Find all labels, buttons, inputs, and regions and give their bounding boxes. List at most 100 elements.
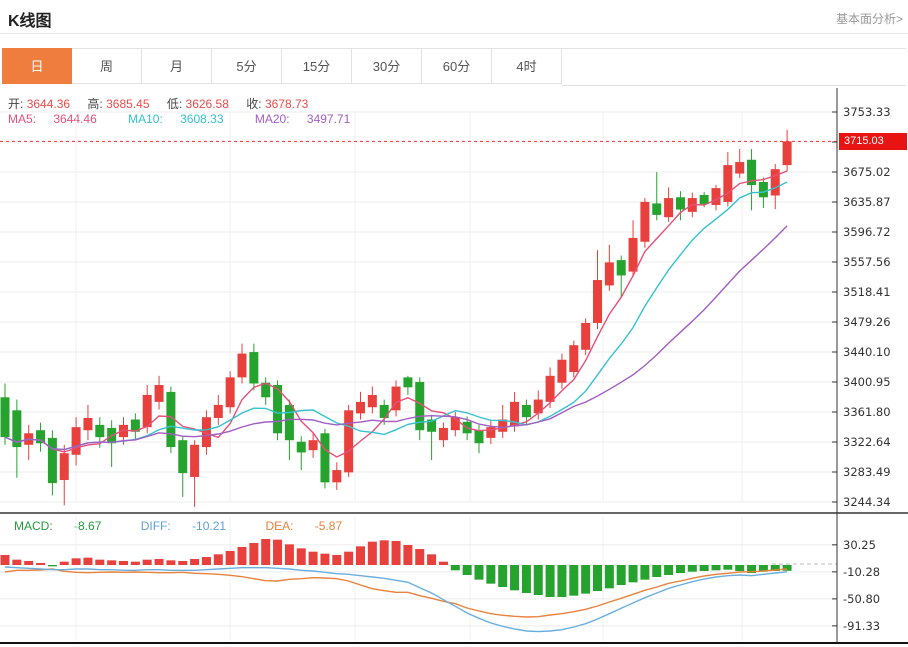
- candle[interactable]: [344, 404, 354, 477]
- candle[interactable]: [723, 152, 733, 207]
- macd-bar[interactable]: [664, 565, 674, 575]
- macd-bar[interactable]: [675, 565, 685, 573]
- macd-bar[interactable]: [225, 551, 235, 565]
- candle[interactable]: [581, 318, 591, 356]
- candle[interactable]: [403, 375, 413, 395]
- macd-bar[interactable]: [486, 565, 496, 584]
- macd-bar[interactable]: [367, 541, 377, 565]
- candle[interactable]: [557, 353, 567, 389]
- macd-bar[interactable]: [474, 565, 484, 580]
- candle[interactable]: [747, 149, 757, 211]
- tab-day[interactable]: 日: [2, 48, 72, 84]
- macd-bar[interactable]: [130, 561, 140, 565]
- tab-30min[interactable]: 30分: [352, 48, 422, 84]
- macd-bar[interactable]: [415, 549, 425, 565]
- macd-bar[interactable]: [735, 565, 745, 571]
- candle[interactable]: [332, 462, 342, 490]
- candle[interactable]: [474, 424, 484, 454]
- candle[interactable]: [498, 404, 508, 438]
- candle[interactable]: [367, 386, 377, 414]
- macd-bar[interactable]: [403, 545, 413, 565]
- macd-bar[interactable]: [427, 554, 437, 565]
- candle[interactable]: [59, 444, 69, 506]
- candle[interactable]: [320, 428, 330, 489]
- candle[interactable]: [225, 371, 235, 414]
- candle[interactable]: [237, 343, 247, 384]
- candle[interactable]: [142, 385, 152, 434]
- macd-bar[interactable]: [628, 565, 638, 583]
- macd-bar[interactable]: [95, 559, 105, 565]
- candle[interactable]: [521, 399, 531, 425]
- candle[interactable]: [47, 430, 57, 496]
- macd-bar[interactable]: [201, 557, 211, 565]
- macd-bar[interactable]: [770, 565, 780, 571]
- macd-bar[interactable]: [237, 547, 247, 565]
- macd-bar[interactable]: [178, 561, 188, 565]
- macd-bar[interactable]: [711, 565, 721, 571]
- candle[interactable]: [427, 414, 437, 461]
- macd-bar[interactable]: [308, 551, 318, 565]
- macd-bar[interactable]: [36, 563, 46, 565]
- candle[interactable]: [83, 404, 93, 441]
- macd-bar[interactable]: [83, 557, 93, 565]
- candle[interactable]: [533, 390, 543, 420]
- candle[interactable]: [616, 255, 626, 297]
- candle[interactable]: [379, 399, 389, 425]
- candle[interactable]: [273, 380, 283, 441]
- macd-bar[interactable]: [640, 565, 650, 580]
- macd-bar[interactable]: [723, 565, 733, 570]
- tab-month[interactable]: 月: [142, 48, 212, 84]
- candle[interactable]: [593, 250, 602, 330]
- candle[interactable]: [604, 244, 614, 291]
- candle[interactable]: [652, 172, 662, 221]
- tab-60min[interactable]: 60分: [422, 48, 492, 84]
- macd-bar[interactable]: [166, 560, 176, 565]
- macd-bar[interactable]: [450, 565, 460, 571]
- candle[interactable]: [711, 185, 721, 211]
- macd-bar[interactable]: [0, 555, 10, 565]
- candle[interactable]: [24, 424, 34, 461]
- tab-week[interactable]: 周: [72, 48, 142, 84]
- candle[interactable]: [178, 436, 188, 497]
- candle[interactable]: [640, 198, 650, 248]
- macd-bar[interactable]: [154, 559, 164, 565]
- macd-bar[interactable]: [296, 548, 306, 565]
- macd-bar[interactable]: [569, 565, 579, 596]
- candle[interactable]: [486, 421, 496, 445]
- macd-bar[interactable]: [344, 551, 354, 565]
- candle[interactable]: [130, 413, 140, 441]
- candle[interactable]: [261, 377, 271, 405]
- macd-bar[interactable]: [142, 559, 152, 565]
- macd-bar[interactable]: [249, 543, 259, 565]
- macd-bar[interactable]: [758, 565, 768, 572]
- macd-bar[interactable]: [119, 561, 128, 565]
- candle[interactable]: [0, 383, 10, 445]
- macd-bar[interactable]: [261, 539, 271, 565]
- macd-bar[interactable]: [391, 541, 401, 565]
- macd-bar[interactable]: [782, 565, 792, 571]
- macd-bar[interactable]: [687, 565, 697, 572]
- fundamental-analysis-link[interactable]: 基本面分析>: [835, 12, 903, 26]
- candle[interactable]: [782, 129, 792, 172]
- macd-bar[interactable]: [332, 555, 342, 565]
- macd-bar[interactable]: [379, 540, 389, 565]
- candle[interactable]: [284, 399, 294, 461]
- macd-bar[interactable]: [284, 544, 294, 565]
- macd-bar[interactable]: [320, 553, 330, 565]
- macd-bar[interactable]: [593, 565, 602, 591]
- candle[interactable]: [107, 420, 117, 468]
- macd-bar[interactable]: [438, 561, 448, 565]
- macd-bar[interactable]: [273, 539, 283, 565]
- macd-bar[interactable]: [747, 565, 757, 573]
- macd-bar[interactable]: [699, 565, 709, 571]
- macd-bar[interactable]: [47, 565, 57, 567]
- candle[interactable]: [249, 343, 259, 391]
- candle[interactable]: [12, 399, 22, 478]
- macd-bar[interactable]: [213, 554, 223, 565]
- macd-bar[interactable]: [652, 565, 662, 577]
- macd-bar[interactable]: [510, 565, 520, 591]
- macd-bar[interactable]: [521, 565, 531, 593]
- candle[interactable]: [308, 433, 318, 458]
- macd-bar[interactable]: [107, 560, 117, 565]
- candle[interactable]: [415, 377, 425, 441]
